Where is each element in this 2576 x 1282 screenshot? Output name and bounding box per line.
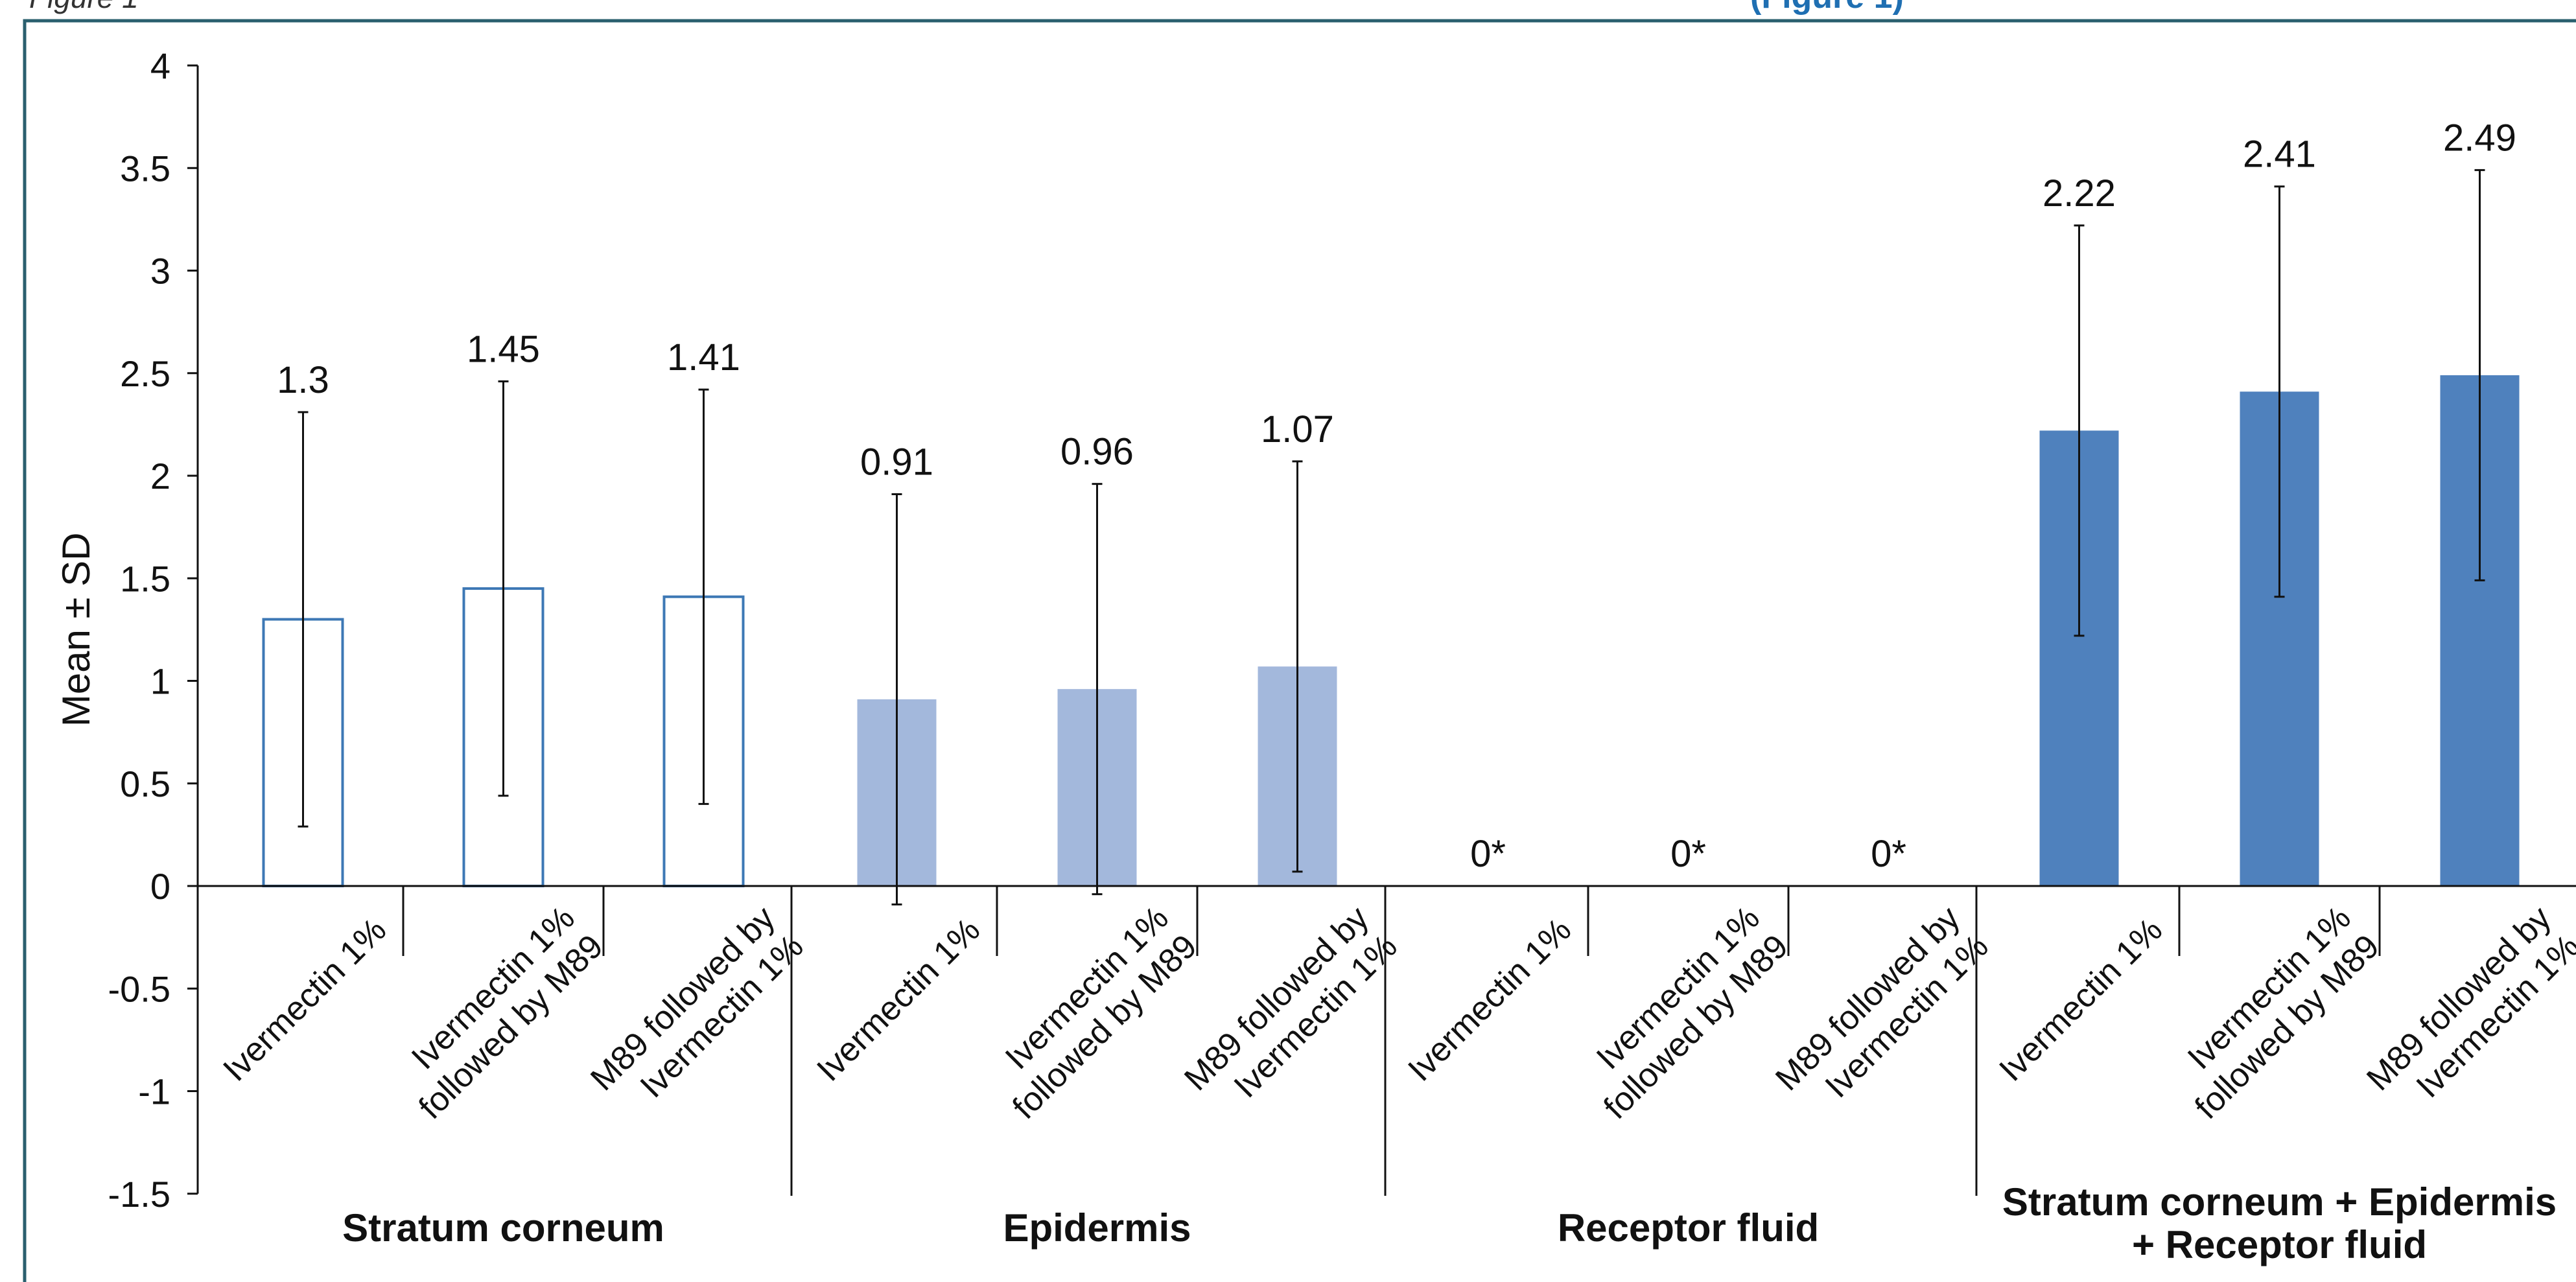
data-label: 0* — [1470, 833, 1506, 875]
category-label-line: Ivermectin 1% — [216, 911, 393, 1089]
y-axis-title: Mean ± SD — [54, 533, 98, 727]
category-label: Ivermectin 1% — [1401, 911, 1578, 1089]
y-tick-label: 3.5 — [120, 148, 170, 189]
data-label: 0* — [1871, 833, 1906, 875]
group-label: + Receptor fluid — [2132, 1223, 2427, 1266]
data-label: 0.96 — [1060, 431, 1134, 473]
category-label: Ivermectin 1% — [216, 911, 393, 1089]
category-label: Ivermectin 1%followed by M89 — [1568, 899, 1796, 1126]
y-tick-label: 2.5 — [120, 353, 170, 394]
data-label: 0* — [1670, 833, 1706, 875]
y-tick-label: 3 — [150, 251, 170, 292]
data-label: 2.41 — [2243, 134, 2316, 176]
chart-frame — [23, 19, 2576, 1282]
labels-layer: 1.3 Ivermectin 1% 1.45 Ivermectin 1%followe… — [216, 117, 2576, 1266]
data-label: 1.41 — [667, 336, 740, 379]
data-label: 2.49 — [2443, 117, 2516, 159]
group-label: Receptor fluid — [1558, 1206, 1819, 1250]
figure-caption: Figure 1 — [29, 0, 139, 14]
y-tick-label: 0.5 — [120, 763, 170, 804]
data-label: 2.22 — [2043, 172, 2116, 215]
category-label-line: Ivermectin 1% — [1401, 911, 1578, 1089]
category-label: Ivermectin 1%followed by M89 — [977, 899, 1204, 1126]
category-label: Ivermectin 1%followed by M89 — [2159, 899, 2387, 1126]
y-tick-label: 0 — [150, 866, 170, 907]
category-label-line: Ivermectin 1% — [1992, 911, 2170, 1089]
y-tick-label: -1 — [138, 1071, 170, 1112]
data-label: 1.07 — [1261, 408, 1334, 450]
group-label: Stratum corneum — [342, 1206, 664, 1250]
group-label: Epidermis — [1003, 1206, 1191, 1250]
y-tick-label: -0.5 — [108, 968, 171, 1009]
category-label: M89 followed byIvermectin 1% — [583, 899, 811, 1126]
bars-layer — [262, 375, 2520, 887]
category-label: Ivermectin 1% — [810, 911, 987, 1089]
y-tick-label: 1.5 — [120, 558, 170, 599]
category-label-line: Ivermectin 1% — [810, 911, 987, 1089]
figure-heading: (Figure 1) — [1750, 0, 1904, 16]
y-tick-label: -1.5 — [108, 1174, 171, 1215]
data-label: 0.91 — [860, 441, 933, 483]
axes-layer: 4 3.5 3 2.5 2 1.5 1 0.5 0 -0.5 -1 -1.5 Mean ± SD — [54, 45, 2576, 1215]
y-tick-label: 2 — [150, 456, 170, 496]
category-label: M89 followed byIvermectin 1% — [1177, 899, 1405, 1126]
category-label: M89 followed byIvermectin 1% — [2359, 899, 2576, 1126]
category-label: M89 followed byIvermectin 1% — [1768, 899, 1996, 1126]
data-label: 1.3 — [277, 359, 329, 401]
y-tick-label: 4 — [150, 45, 170, 86]
category-label: Ivermectin 1% — [1992, 911, 2170, 1089]
error-bars-layer — [298, 169, 2485, 905]
data-label: 1.45 — [467, 328, 540, 370]
y-tick-label: 1 — [150, 661, 170, 702]
group-label: Stratum corneum + Epidermis — [2002, 1180, 2557, 1224]
category-label: Ivermectin 1%followed by M89 — [383, 899, 611, 1126]
